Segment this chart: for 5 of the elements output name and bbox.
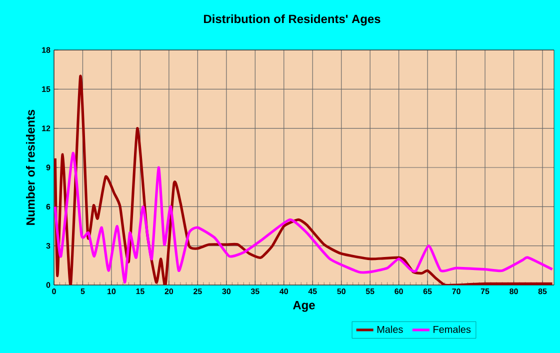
legend-label: Males	[377, 326, 403, 333]
legend-label: Females	[434, 326, 471, 333]
chart-title: Distribution of Residents' Ages	[204, 14, 380, 26]
x-axis-title: Age	[293, 301, 315, 312]
y-axis-title: Number of residents	[26, 110, 35, 225]
